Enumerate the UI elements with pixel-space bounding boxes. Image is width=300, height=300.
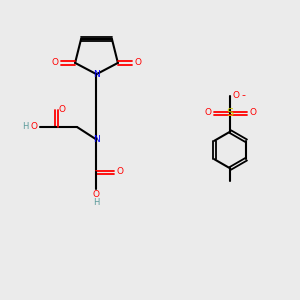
Text: N: N — [93, 135, 100, 144]
Text: N: N — [93, 70, 100, 79]
Text: O: O — [58, 105, 65, 114]
Text: O: O — [205, 108, 212, 117]
Text: H: H — [93, 197, 100, 206]
Text: O: O — [116, 167, 123, 176]
Text: O: O — [232, 91, 239, 100]
Text: O: O — [51, 58, 58, 67]
Text: O: O — [31, 122, 38, 131]
Text: -: - — [242, 90, 246, 100]
Text: O: O — [135, 58, 142, 67]
Text: S: S — [227, 108, 234, 118]
Text: O: O — [93, 190, 100, 199]
Text: O: O — [249, 108, 256, 117]
Text: H: H — [22, 122, 29, 131]
